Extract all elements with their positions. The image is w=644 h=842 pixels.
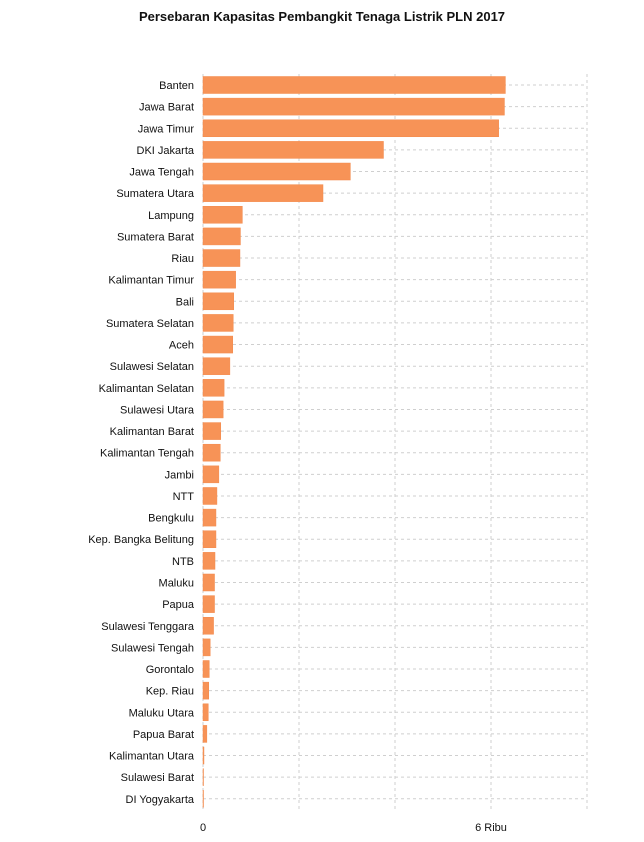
bar	[202, 508, 217, 527]
category-label: Gorontalo	[146, 664, 194, 676]
bar	[202, 249, 241, 267]
bar	[202, 357, 231, 375]
category-label: NTT	[173, 491, 195, 503]
bar	[202, 76, 506, 94]
bar	[202, 552, 216, 570]
bar	[202, 141, 384, 159]
category-label: Maluku Utara	[129, 707, 195, 719]
category-label: Jambi	[165, 469, 194, 481]
bar	[202, 270, 236, 289]
category-label: Sumatera Barat	[117, 231, 194, 243]
bar	[202, 703, 209, 722]
bar	[202, 97, 505, 116]
bars-layer	[202, 76, 506, 808]
category-label: Maluku	[159, 577, 194, 589]
bar	[202, 638, 211, 657]
bar	[202, 379, 225, 397]
category-label: Jawa Timur	[138, 123, 195, 135]
category-label: Kalimantan Selatan	[99, 383, 194, 395]
category-label: Kalimantan Tengah	[100, 448, 194, 460]
bar	[202, 530, 217, 548]
category-label: Jawa Tengah	[129, 167, 194, 179]
bar	[202, 206, 243, 224]
category-label: Jawa Barat	[139, 102, 194, 114]
category-label: Kep. Riau	[146, 686, 194, 698]
bar	[202, 314, 234, 332]
category-label: Sulawesi Utara	[120, 404, 195, 416]
bar	[202, 465, 220, 484]
category-label: DKI Jakarta	[137, 145, 195, 157]
bar	[202, 617, 214, 635]
bar	[202, 335, 234, 354]
bar	[202, 443, 221, 462]
bar	[202, 292, 234, 311]
category-label: Sumatera Utara	[116, 188, 195, 200]
bar	[202, 487, 218, 505]
bar	[202, 681, 210, 700]
x-axis-ticks: 0 6 Ribu	[200, 822, 507, 834]
grid-layer	[202, 74, 588, 810]
x-tick-label: 6 Ribu	[475, 822, 507, 834]
category-label: Banten	[159, 80, 194, 92]
category-label: Bali	[176, 296, 194, 308]
bar	[202, 768, 204, 786]
bar	[202, 400, 224, 419]
bar	[202, 595, 215, 613]
x-tick-label: 0	[200, 822, 206, 834]
bar	[202, 660, 210, 678]
chart-title: Persebaran Kapasitas Pembangkit Tenaga L…	[138, 9, 506, 24]
bar	[202, 746, 205, 765]
category-label: Sulawesi Barat	[121, 772, 194, 784]
bar	[202, 119, 499, 138]
category-label: NTB	[172, 556, 194, 568]
category-label: Kalimantan Timur	[108, 275, 194, 287]
bar	[202, 422, 222, 440]
bar	[202, 573, 215, 592]
category-label: Papua	[162, 599, 195, 611]
category-label: Papua Barat	[133, 729, 194, 741]
category-label: Kalimantan Barat	[110, 426, 194, 438]
category-label: Kep. Bangka Belitung	[88, 534, 194, 546]
category-label: Sulawesi Tenggara	[101, 621, 195, 633]
category-label: Kalimantan Utara	[109, 751, 195, 763]
category-label: Sulawesi Tengah	[111, 642, 194, 654]
category-label: Sumatera Selatan	[106, 318, 194, 330]
category-label: Sulawesi Selatan	[110, 361, 194, 373]
bar	[202, 184, 324, 202]
category-label: Riau	[171, 253, 194, 265]
category-label: DI Yogyakarta	[126, 794, 195, 806]
bar	[202, 162, 351, 181]
category-label: Bengkulu	[148, 513, 194, 525]
bar	[202, 790, 204, 808]
bar	[202, 227, 241, 246]
category-label: Aceh	[169, 340, 194, 352]
bar	[202, 725, 208, 743]
category-labels: Banten Jawa Barat Jawa Timur DKI Jakarta Jaw…	[88, 80, 195, 806]
category-label: Lampung	[148, 210, 194, 222]
